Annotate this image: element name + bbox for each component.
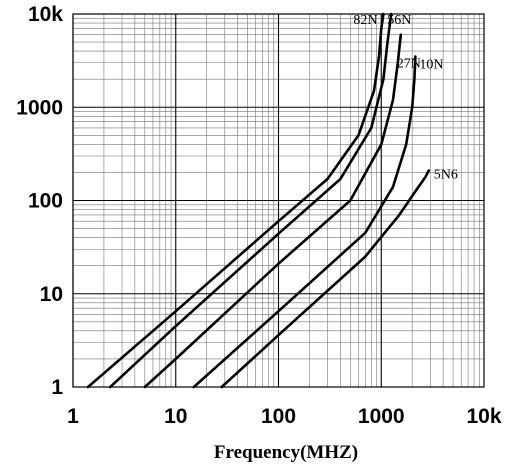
x-tick-label: 1000 bbox=[358, 405, 405, 428]
series-line-82n bbox=[86, 12, 385, 389]
x-tick-label: 1 bbox=[67, 405, 79, 428]
series-line-56n bbox=[108, 12, 393, 389]
series-line-27n bbox=[143, 33, 403, 389]
series-label-5n6: 5N6 bbox=[434, 167, 458, 182]
series-lines bbox=[86, 12, 431, 389]
y-tick-label: 1000 bbox=[16, 96, 63, 119]
x-axis-label: Frequency(MHZ) bbox=[214, 442, 358, 463]
y-tick-labels: 1 10 100 1000 10k bbox=[16, 3, 63, 399]
y-tick-label: 10 bbox=[40, 283, 63, 306]
plot-frame bbox=[72, 13, 485, 388]
series-line-10n bbox=[192, 55, 417, 389]
series-label-82n: 82N bbox=[353, 13, 377, 28]
y-tick-label: 100 bbox=[28, 190, 63, 213]
x-tick-label: 10 bbox=[164, 405, 187, 428]
y-tick-label: 10k bbox=[28, 3, 63, 26]
series-label-27n: 27N bbox=[397, 57, 421, 72]
series-label-10n: 10N bbox=[419, 58, 443, 73]
series-label-56n: 56N bbox=[387, 13, 411, 28]
x-tick-label: 100 bbox=[261, 405, 296, 428]
series-line-5n6 bbox=[220, 169, 431, 389]
y-tick-label: 1 bbox=[51, 376, 63, 399]
x-tick-label: 10k bbox=[466, 405, 501, 428]
x-tick-labels: 1 10 100 1000 10k bbox=[67, 405, 502, 428]
